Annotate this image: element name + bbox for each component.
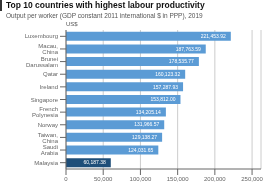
svg-text:FrenchPolynesia: FrenchPolynesia — [32, 106, 59, 118]
svg-text:221,453.92: 221,453.92 — [201, 33, 226, 39]
svg-text:Taiwan,China: Taiwan,China — [38, 132, 59, 144]
svg-text:Ireland: Ireland — [40, 84, 58, 90]
html-text:US$: US$ — [66, 21, 78, 27]
svg-text:100,000: 100,000 — [130, 176, 152, 182]
svg-text:Malaysia: Malaysia — [34, 160, 58, 166]
svg-text:Luxembourg: Luxembourg — [25, 33, 58, 39]
svg-text:60,187.38: 60,187.38 — [84, 159, 106, 165]
html-text:Top 10 countries with highest: Top 10 countries with highest labour pro… — [6, 0, 205, 10]
svg-text:Qatar: Qatar — [43, 71, 58, 77]
svg-text:187,763.59: 187,763.59 — [176, 46, 201, 52]
svg-text:Singapore: Singapore — [31, 97, 59, 103]
svg-text:SaudiArabia: SaudiArabia — [41, 144, 59, 156]
svg-text:124,031.65: 124,031.65 — [128, 147, 153, 153]
svg-text:153,812.00: 153,812.00 — [150, 96, 175, 102]
svg-text:150,000: 150,000 — [167, 176, 189, 182]
svg-text:134,205.14: 134,205.14 — [136, 109, 161, 115]
svg-text:160,123.32: 160,123.32 — [155, 71, 180, 77]
svg-text:50,000: 50,000 — [94, 176, 113, 182]
svg-text:0: 0 — [64, 176, 68, 182]
svg-text:178,535.77: 178,535.77 — [169, 58, 194, 64]
svg-text:250,000: 250,000 — [241, 176, 263, 182]
svg-text:BruneiDarussalam: BruneiDarussalam — [26, 56, 58, 68]
svg-text:157,287.93: 157,287.93 — [153, 84, 178, 90]
svg-text:200,000: 200,000 — [204, 176, 226, 182]
html-text:Output per worker (GDP constan: Output per worker (GDP constant 2011 int… — [6, 12, 203, 19]
svg-text:Norway: Norway — [38, 122, 58, 128]
svg-text:129,138.27: 129,138.27 — [132, 134, 157, 140]
svg-text:Macau,China: Macau,China — [38, 43, 58, 55]
svg-text:131,966.57: 131,966.57 — [134, 121, 159, 127]
